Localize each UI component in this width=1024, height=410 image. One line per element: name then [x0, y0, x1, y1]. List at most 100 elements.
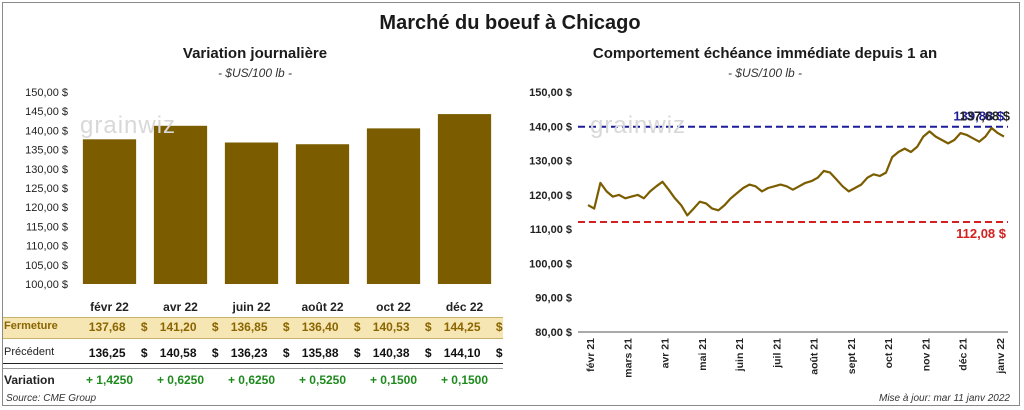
x-tick-label: mai 21 [697, 338, 709, 371]
x-tick-label: août 22 [301, 300, 343, 314]
y-tick-label: 135,00 $ [25, 145, 68, 157]
cell-currency: $ [353, 320, 361, 334]
table-row-label: Fermeture [4, 320, 58, 332]
variation-cell: + 0,5250 [298, 373, 347, 387]
variation-cell: + 0,1500 [369, 373, 418, 387]
cell-value: 141,20 [159, 320, 197, 334]
cell-value: 137,68 [88, 320, 126, 334]
source-note: Source: CME Group [6, 393, 97, 404]
x-tick-label: janv 22 [995, 338, 1007, 375]
left-chart-unit: - $US/100 lb - [217, 66, 293, 80]
fermeture-row-band [3, 317, 503, 339]
right-chart-title: Comportement échéance immédiate depuis 1… [592, 45, 938, 62]
x-tick-label: mars 21 [622, 338, 634, 378]
table-cell: 135,88 $ [283, 346, 361, 360]
watermark-right: grainwiz [590, 112, 687, 139]
x-tick-label: août 21 [809, 338, 821, 375]
low-label: 112,08 $ [956, 226, 1007, 241]
cell-value: 140,53 [372, 320, 410, 334]
cell-currency: $ [140, 346, 148, 360]
last-label: 137,68 $ [959, 109, 1010, 124]
x-tick-label: oct 21 [883, 338, 895, 369]
bar [437, 114, 492, 284]
y-tick-label: 90,00 $ [535, 293, 572, 305]
y-tick-label: 140,00 $ [25, 125, 68, 137]
cell-currency: $ [211, 346, 219, 360]
cell-value: 140,38 [372, 346, 410, 360]
y-tick-label: 110,00 $ [26, 241, 68, 253]
cell-value: 144,10 [443, 346, 481, 360]
y-tick-label: 140,00 $ [529, 121, 572, 133]
x-tick-label: nov 21 [920, 338, 932, 371]
update-note: Mise à jour: mar 11 janv 2022 [879, 393, 1010, 404]
table-cell: 136,85 $ [212, 320, 290, 334]
x-tick-label: avr 22 [163, 300, 198, 314]
cell-currency: $ [282, 346, 290, 360]
cell-value: 136,25 [88, 346, 126, 360]
y-tick-label: 80,00 $ [535, 327, 572, 339]
x-tick-label: sept 21 [846, 338, 858, 374]
table-divider [3, 368, 503, 369]
table-cell: 140,53 $ [354, 320, 432, 334]
y-tick-label: 115,00 $ [26, 221, 68, 233]
variation-cell: + 0,6250 [227, 373, 276, 387]
price-line [587, 126, 1005, 217]
cell-currency: $ [211, 320, 219, 334]
bar [295, 144, 350, 284]
cell-value: 144,25 [443, 320, 481, 334]
watermark-left: grainwiz [80, 112, 177, 139]
table-cell: 140,58 $ [141, 346, 219, 360]
x-tick-label: déc 22 [446, 300, 484, 314]
table-divider [3, 363, 503, 364]
y-tick-label: 110,00 $ [530, 224, 572, 236]
cell-currency: $ [495, 346, 503, 360]
right-chart-unit: - $US/100 lb - [727, 66, 803, 80]
variation-cell: + 0,6250 [156, 373, 205, 387]
y-tick-label: 100,00 $ [529, 258, 572, 270]
cell-currency: $ [424, 320, 432, 334]
x-tick-label: juil 21 [771, 338, 783, 369]
table-cell: 136,25 $ [70, 346, 148, 360]
cell-currency: $ [282, 320, 290, 334]
x-tick-label: juin 21 [734, 338, 746, 372]
bar [82, 139, 137, 284]
cell-value: 140,58 [159, 346, 197, 360]
bar [153, 125, 208, 285]
y-tick-label: 125,00 $ [25, 183, 68, 195]
variation-cell: + 0,1500 [440, 373, 489, 387]
table-cell: 136,23 $ [212, 346, 290, 360]
cell-value: 136,23 [230, 346, 268, 360]
table-cell: 144,10 $ [425, 346, 503, 360]
high-label: 139,88 $ [953, 109, 1004, 124]
x-tick-label: oct 22 [376, 300, 411, 314]
table-row-label: Précédent [4, 346, 55, 358]
y-tick-label: 120,00 $ [529, 190, 572, 202]
y-tick-label: 100,00 $ [25, 279, 68, 291]
x-tick-label: juin 22 [231, 300, 270, 314]
y-tick-label: 150,00 $ [529, 87, 572, 99]
bar-chart: 100,00 $ 105,00 $ 110,00 $ 115,00 $ 120,00 $… [25, 87, 492, 314]
x-tick-label: avr 21 [660, 338, 672, 369]
y-tick-label: 130,00 $ [529, 156, 572, 168]
y-tick-label: 120,00 $ [25, 202, 68, 214]
table-row-label: Variation [4, 373, 55, 387]
y-tick-label: 130,00 $ [25, 164, 68, 176]
table-cell: 136,40 $ [283, 320, 361, 334]
left-chart-title: Variation journalière [182, 45, 328, 62]
x-tick-label: févr 22 [90, 300, 129, 314]
bar [366, 128, 421, 284]
cell-currency: $ [495, 320, 503, 334]
line-chart: 80,00 $ 90,00 $ 100,00 $ 110,00 $ 120,00 $ 13… [529, 87, 1011, 378]
y-tick-label: 145,00 $ [25, 106, 68, 118]
cell-value: 136,85 [230, 320, 268, 334]
page-title: Marché du boeuf à Chicago [379, 12, 641, 34]
cell-value: 135,88 [301, 346, 339, 360]
x-tick-label: déc 21 [958, 338, 970, 371]
bar [224, 142, 279, 284]
variation-cell: + 1,4250 [85, 373, 134, 387]
cell-currency: $ [353, 346, 361, 360]
table-cell: 144,25 $ [425, 320, 503, 334]
cell-currency: $ [140, 320, 148, 334]
table-cell: 141,20 $ [141, 320, 219, 334]
y-tick-label: 105,00 $ [25, 260, 68, 272]
